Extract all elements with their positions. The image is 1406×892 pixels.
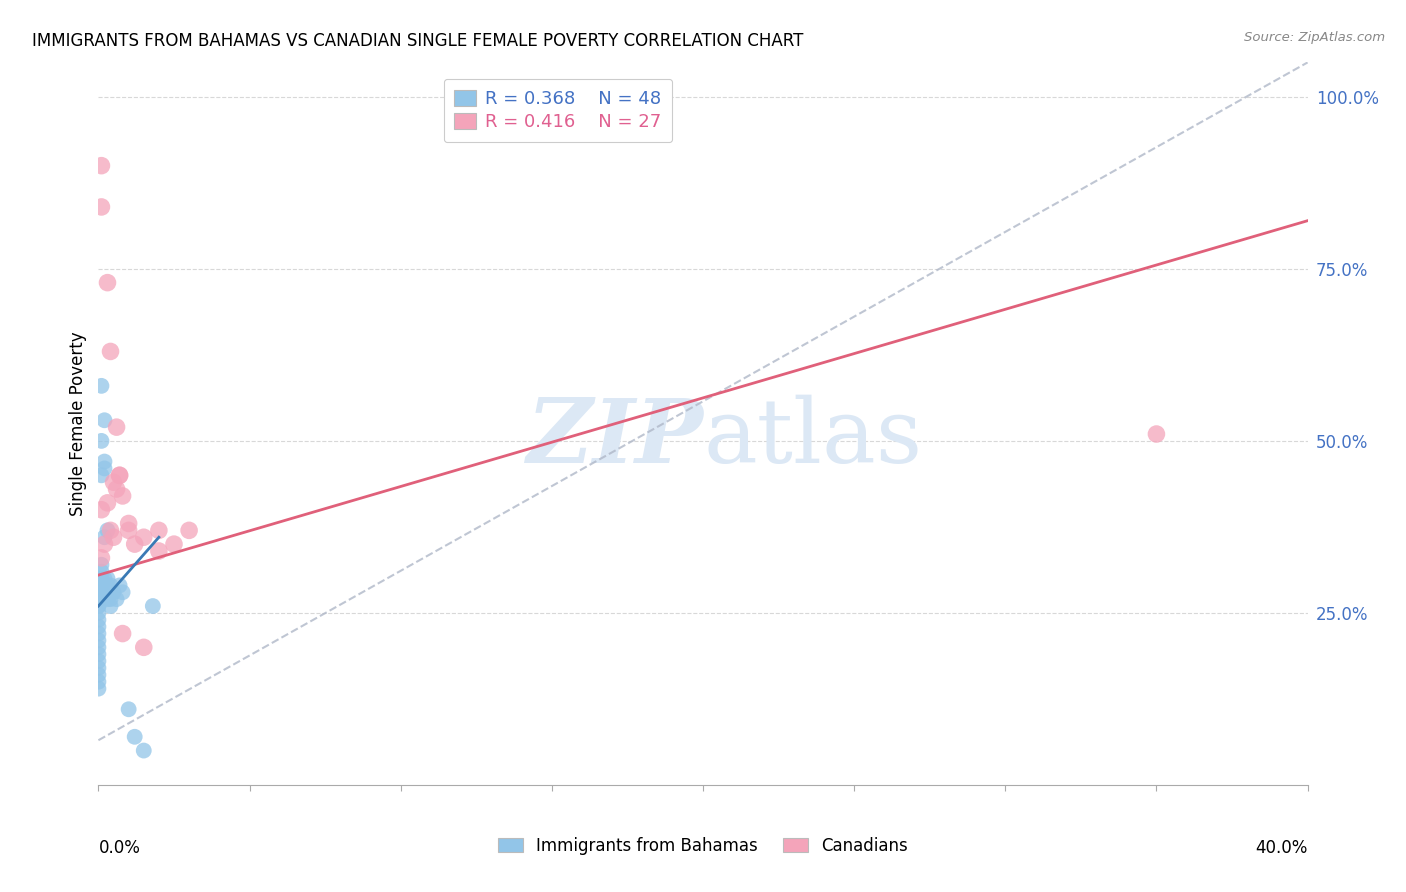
Legend: Immigrants from Bahamas, Canadians: Immigrants from Bahamas, Canadians bbox=[491, 830, 915, 862]
Point bbox=[1144, 427, 1167, 442]
Point bbox=[90, 159, 112, 173]
Point bbox=[118, 516, 141, 531]
Legend: R = 0.368    N = 48, R = 0.416    N = 27: R = 0.368 N = 48, R = 0.416 N = 27 bbox=[444, 78, 672, 143]
Point bbox=[87, 681, 110, 696]
Point bbox=[87, 647, 110, 661]
Point bbox=[124, 537, 146, 551]
Point bbox=[87, 606, 110, 620]
Point bbox=[93, 413, 115, 427]
Point bbox=[163, 537, 186, 551]
Point bbox=[105, 592, 128, 607]
Point bbox=[148, 524, 170, 538]
Point bbox=[90, 550, 112, 565]
Text: atlas: atlas bbox=[703, 394, 922, 482]
Text: 0.0%: 0.0% bbox=[98, 839, 141, 857]
Point bbox=[90, 572, 112, 586]
Point bbox=[87, 599, 110, 613]
Point bbox=[111, 489, 134, 503]
Point bbox=[103, 530, 125, 544]
Y-axis label: Single Female Poverty: Single Female Poverty bbox=[69, 332, 87, 516]
Point bbox=[108, 578, 131, 592]
Text: ZIP: ZIP bbox=[527, 395, 703, 482]
Text: Source: ZipAtlas.com: Source: ZipAtlas.com bbox=[1244, 31, 1385, 45]
Point bbox=[96, 276, 118, 290]
Point bbox=[100, 524, 122, 538]
Point bbox=[100, 578, 122, 592]
Point bbox=[179, 524, 201, 538]
Point bbox=[96, 572, 118, 586]
Point bbox=[124, 730, 146, 744]
Point bbox=[90, 468, 112, 483]
Point bbox=[148, 544, 170, 558]
Point bbox=[96, 524, 118, 538]
Point bbox=[118, 524, 141, 538]
Point bbox=[90, 558, 112, 572]
Point bbox=[93, 530, 115, 544]
Point bbox=[132, 530, 155, 544]
Point bbox=[132, 640, 155, 655]
Point bbox=[90, 200, 112, 214]
Point bbox=[87, 592, 110, 607]
Point bbox=[96, 592, 118, 607]
Point bbox=[100, 344, 122, 359]
Point bbox=[87, 640, 110, 655]
Point bbox=[103, 475, 125, 490]
Point bbox=[103, 585, 125, 599]
Point bbox=[100, 599, 122, 613]
Point bbox=[100, 592, 122, 607]
Point bbox=[93, 461, 115, 475]
Point bbox=[93, 537, 115, 551]
Text: 40.0%: 40.0% bbox=[1256, 839, 1308, 857]
Point bbox=[90, 502, 112, 516]
Point bbox=[111, 626, 134, 640]
Point bbox=[87, 585, 110, 599]
Point bbox=[132, 743, 155, 757]
Point bbox=[93, 454, 115, 468]
Point bbox=[87, 585, 110, 599]
Point bbox=[96, 496, 118, 510]
Point bbox=[87, 661, 110, 675]
Point bbox=[90, 585, 112, 599]
Point bbox=[108, 468, 131, 483]
Point bbox=[108, 468, 131, 483]
Point bbox=[142, 599, 165, 613]
Point bbox=[87, 578, 110, 592]
Point bbox=[90, 434, 112, 448]
Point bbox=[87, 599, 110, 613]
Point bbox=[87, 674, 110, 689]
Point bbox=[87, 626, 110, 640]
Point bbox=[87, 654, 110, 668]
Point bbox=[93, 572, 115, 586]
Point bbox=[87, 668, 110, 682]
Point bbox=[90, 578, 112, 592]
Point bbox=[105, 420, 128, 434]
Point bbox=[90, 379, 112, 393]
Point bbox=[90, 565, 112, 579]
Point bbox=[87, 613, 110, 627]
Point bbox=[87, 620, 110, 634]
Point bbox=[96, 578, 118, 592]
Point bbox=[87, 633, 110, 648]
Point bbox=[87, 572, 110, 586]
Text: IMMIGRANTS FROM BAHAMAS VS CANADIAN SINGLE FEMALE POVERTY CORRELATION CHART: IMMIGRANTS FROM BAHAMAS VS CANADIAN SING… bbox=[32, 32, 803, 50]
Point bbox=[111, 585, 134, 599]
Point bbox=[87, 592, 110, 607]
Point bbox=[105, 482, 128, 496]
Point bbox=[118, 702, 141, 716]
